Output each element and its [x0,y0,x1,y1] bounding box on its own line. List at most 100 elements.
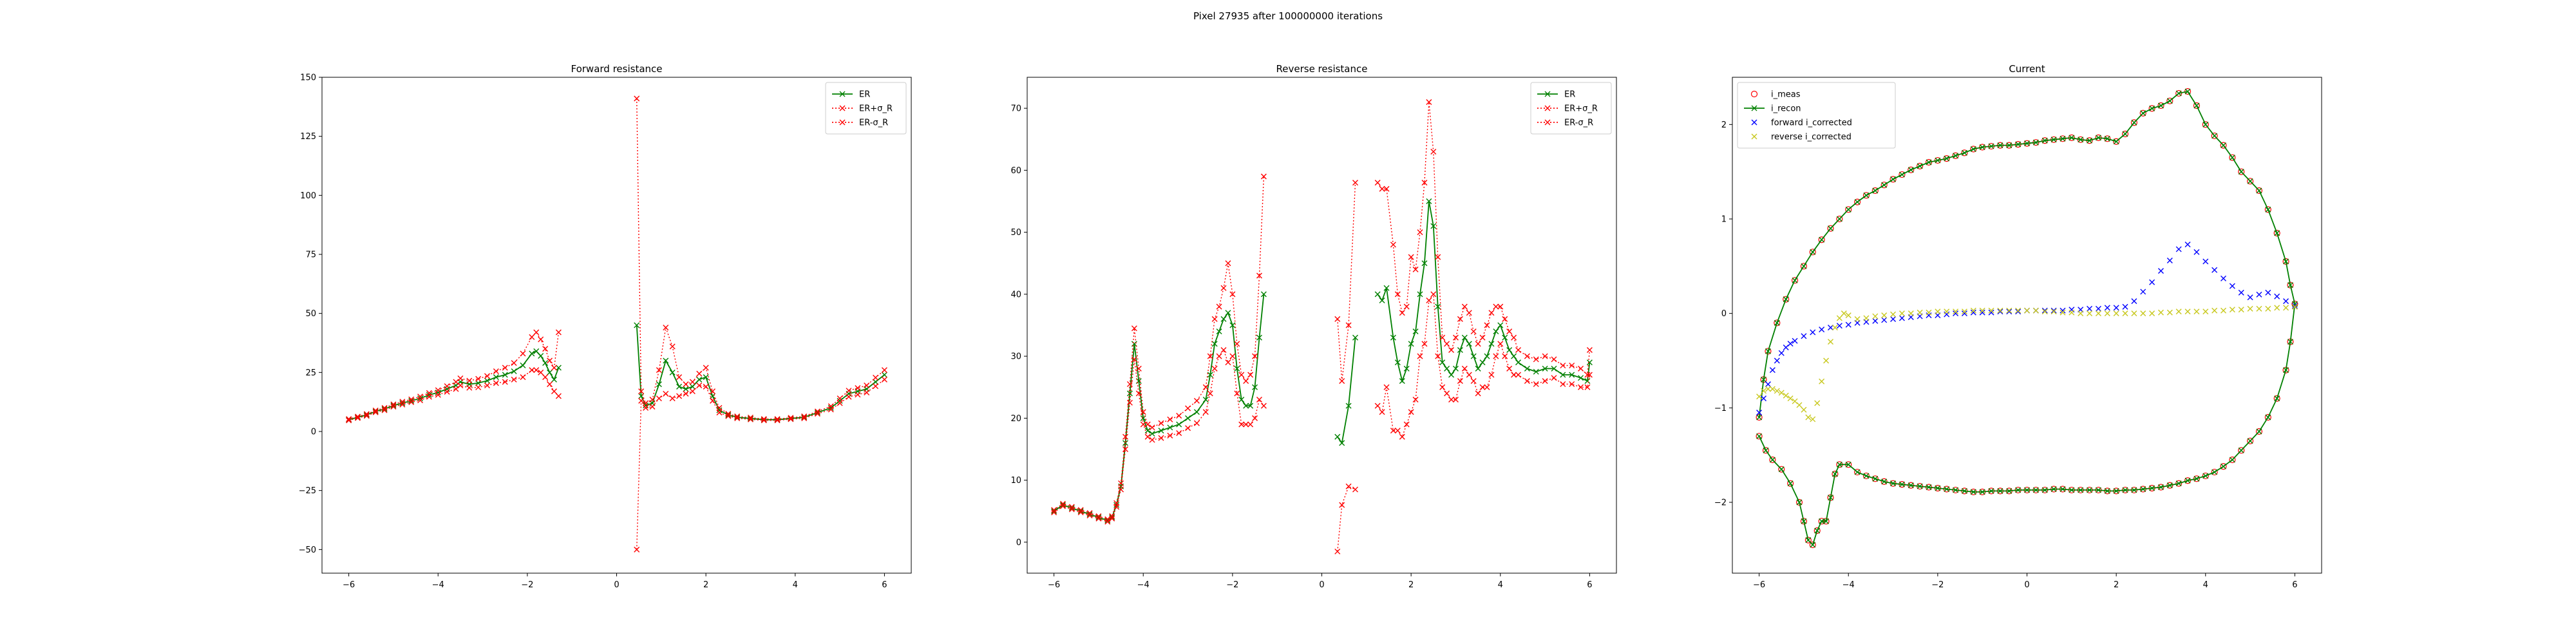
data-point [1756,433,1763,440]
data-point [710,388,716,395]
data-point [1810,542,1816,548]
legend-marker [1544,105,1551,111]
data-point [363,413,370,419]
data-point [2166,309,2173,316]
data-point [828,404,834,411]
data-point [1970,307,1976,314]
data-point [1880,182,1888,189]
data-point [1819,236,1825,243]
data-point [1560,372,1566,378]
data-point [2024,487,2030,493]
data-point [1229,322,1236,328]
data-point [2238,447,2245,454]
data-point [703,383,709,390]
data-point [2220,463,2227,470]
data-point [837,397,843,404]
data-point [703,365,709,371]
data-point [2041,137,2048,144]
data-point [1506,347,1513,353]
data-point [1756,433,1763,439]
data-point [2221,142,2226,149]
data-point [547,369,553,375]
data-point [696,370,703,377]
data-point [2193,475,2201,482]
data-point [663,390,669,397]
legend-label: ER [859,90,870,100]
y-tick-label: 50 [305,309,316,319]
data-point [444,388,450,395]
data-point [1225,310,1231,316]
data-point [1403,365,1410,372]
data-point [634,546,640,553]
data-point [1979,489,1985,495]
data-point [1899,315,1905,321]
data-point [1202,409,1209,415]
data-point [453,386,459,392]
y-tick-label: 10 [1010,476,1021,486]
data-point [1934,156,1941,164]
data-point [1479,334,1486,341]
data-point [1756,393,1763,400]
data-point [2184,88,2191,95]
data-point [2041,487,2048,493]
subplot-title: Reverse resistance [1276,63,1368,75]
data-point [2113,305,2119,311]
data-point [1862,472,1870,480]
data-point [1430,149,1437,155]
data-point [1584,372,1591,378]
data-point [1792,277,1798,283]
data-point [1390,334,1396,341]
data-point [346,417,352,423]
data-point [2211,307,2218,314]
data-point [547,381,553,388]
data-point [551,376,557,383]
data-point [1077,507,1084,513]
data-point [1511,334,1517,341]
data-point [1769,367,1776,374]
y-tick-label: 20 [1010,414,1021,424]
data-point [1801,406,1807,413]
data-point [2069,309,2075,316]
legend-label: i_recon [1771,104,1801,114]
data-point [2220,142,2227,149]
data-point [1207,353,1213,359]
data-point [533,348,540,354]
data-point [1484,384,1490,390]
y-tick-label: 0 [311,428,316,437]
data-point [1899,171,1906,178]
data-point [493,380,499,386]
data-point [1421,260,1428,267]
data-point [1961,310,1967,317]
data-point [1551,375,1557,381]
data-point [1881,182,1888,188]
x-tick-label: −4 [1842,580,1855,590]
data-point [1185,415,1191,421]
data-point [1819,378,1825,384]
data-point [761,417,767,424]
data-point [1836,323,1842,329]
data-point [1488,341,1495,347]
data-point [466,377,473,384]
data-point [381,407,388,413]
data-point [1787,395,1794,402]
data-point [2229,457,2235,463]
data-point [2140,486,2146,492]
data-point [716,410,723,416]
x-tick-label: 6 [2292,580,2297,590]
data-point [1243,378,1249,384]
data-point [2166,482,2174,489]
data-point [493,368,499,374]
data-point [2193,249,2200,255]
y-tick-label: 100 [300,191,316,201]
data-point [1774,319,1780,326]
data-point [2060,309,2066,316]
data-point [2041,308,2048,315]
data-point [1135,365,1142,372]
data-point [774,416,781,422]
data-point [2149,310,2155,317]
data-point [1461,365,1468,372]
data-point [1828,225,1833,232]
data-point [1345,402,1352,409]
data-point [1158,435,1164,441]
